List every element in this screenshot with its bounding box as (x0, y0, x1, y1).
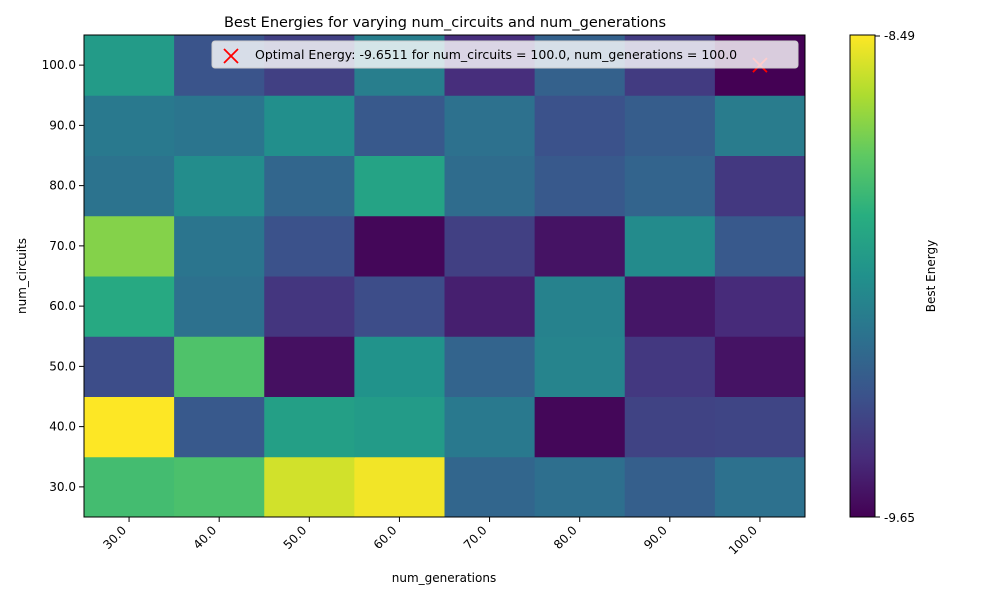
x-tick-label: 90.0 (641, 523, 670, 552)
heatmap-cell (714, 396, 806, 458)
heatmap-cell (444, 336, 536, 397)
heatmap-cell (264, 396, 355, 458)
heatmap-cell (84, 35, 175, 96)
heatmap-cell (444, 276, 536, 337)
heatmap-cell (174, 155, 265, 217)
x-tick-label: 80.0 (551, 523, 580, 552)
heatmap-cell (264, 215, 355, 277)
heatmap-cell (84, 276, 175, 337)
heatmap-cell (444, 456, 536, 518)
x-axis-label: num_generations (392, 571, 496, 585)
heatmap-cell (714, 155, 806, 217)
y-tick-label: 30.0 (49, 480, 76, 494)
heatmap-cell (444, 155, 536, 217)
heatmap-cells (84, 35, 806, 518)
x-tick-label: 70.0 (461, 523, 490, 552)
heatmap-cell (354, 95, 445, 156)
legend-box (211, 40, 799, 69)
y-axis-label: num_circuits (15, 238, 29, 314)
y-tick-label: 90.0 (49, 118, 76, 132)
heatmap-cell (714, 215, 806, 277)
heatmap-cell (354, 276, 445, 337)
colorbar (849, 34, 876, 518)
heatmap-cell (354, 456, 445, 518)
heatmap-cell (174, 95, 265, 156)
heatmap-cell (84, 336, 175, 397)
y-axis-ticks: 30.0 40.0 50.0 60.0 70.0 80.0 90.0 100.0 (42, 58, 84, 494)
y-tick-label: 100.0 (42, 58, 76, 72)
legend: Optimal Energy: -9.6511 for num_circuits… (211, 40, 799, 69)
heatmap-cell (624, 276, 716, 337)
heatmap-cell (624, 155, 716, 217)
heatmap-cell (534, 456, 626, 518)
plot-frame (83, 34, 806, 518)
y-tick-label: 50.0 (49, 359, 76, 373)
x-tick-label: 50.0 (281, 523, 310, 552)
heatmap-cell (354, 396, 445, 458)
y-tick-label: 70.0 (49, 239, 76, 253)
heatmap-cell (354, 155, 445, 217)
heatmap-cell (714, 456, 806, 518)
chart-title: Best Energies for varying num_circuits a… (224, 15, 666, 31)
heatmap-cell (264, 276, 355, 337)
heatmap-cell (354, 215, 445, 277)
legend-entry: Optimal Energy: -9.6511 for num_circuits… (255, 47, 737, 62)
x-axis-ticks: 30.0 40.0 50.0 60.0 70.0 80.0 90.0 100.0 (100, 517, 761, 557)
heatmap-cell (534, 276, 626, 337)
colorbar-min-label: -9.65 (884, 511, 915, 525)
heatmap-cell (264, 336, 355, 397)
y-tick-label: 40.0 (49, 420, 76, 434)
heatmap-cell (624, 456, 716, 518)
heatmap-cell (534, 336, 626, 397)
heatmap-cell (624, 95, 716, 156)
heatmap-cell (624, 215, 716, 277)
heatmap-cell (174, 456, 265, 518)
heatmap-cell (714, 336, 806, 397)
x-tick-label: 40.0 (191, 523, 220, 552)
heatmap-cell (174, 396, 265, 458)
heatmap-cell (84, 396, 175, 458)
heatmap-cell (624, 336, 716, 397)
heatmap-cell (174, 276, 265, 337)
heatmap-cell (534, 396, 626, 458)
heatmap-cell (714, 276, 806, 337)
heatmap-cell (264, 95, 355, 156)
heatmap-cell (264, 456, 355, 518)
legend-marker-x (223, 48, 239, 64)
heatmap-cell (444, 215, 536, 277)
x-tick-label: 60.0 (371, 523, 400, 552)
heatmap-cell (714, 95, 806, 156)
heatmap-cell (534, 155, 626, 217)
heatmap-cell (264, 155, 355, 217)
colorbar-max-label: -8.49 (884, 29, 915, 43)
heatmap-cell (84, 456, 175, 518)
heatmap-cell (534, 215, 626, 277)
y-tick-label: 60.0 (49, 299, 76, 313)
heatmap-cell (444, 95, 536, 156)
heatmap-cell (84, 215, 175, 277)
heatmap-cell (534, 95, 626, 156)
heatmap-cell (84, 155, 175, 217)
heatmap-cell (354, 336, 445, 397)
x-tick-label: 30.0 (100, 523, 129, 552)
y-tick-label: 80.0 (49, 179, 76, 193)
colorbar-label: Best Energy (924, 240, 938, 312)
heatmap-cell (624, 396, 716, 458)
heatmap-cell (84, 95, 175, 156)
heatmap-cell (174, 215, 265, 277)
x-tick-label: 100.0 (726, 523, 760, 557)
heatmap-cell (444, 396, 536, 458)
heatmap-cell (174, 336, 265, 397)
